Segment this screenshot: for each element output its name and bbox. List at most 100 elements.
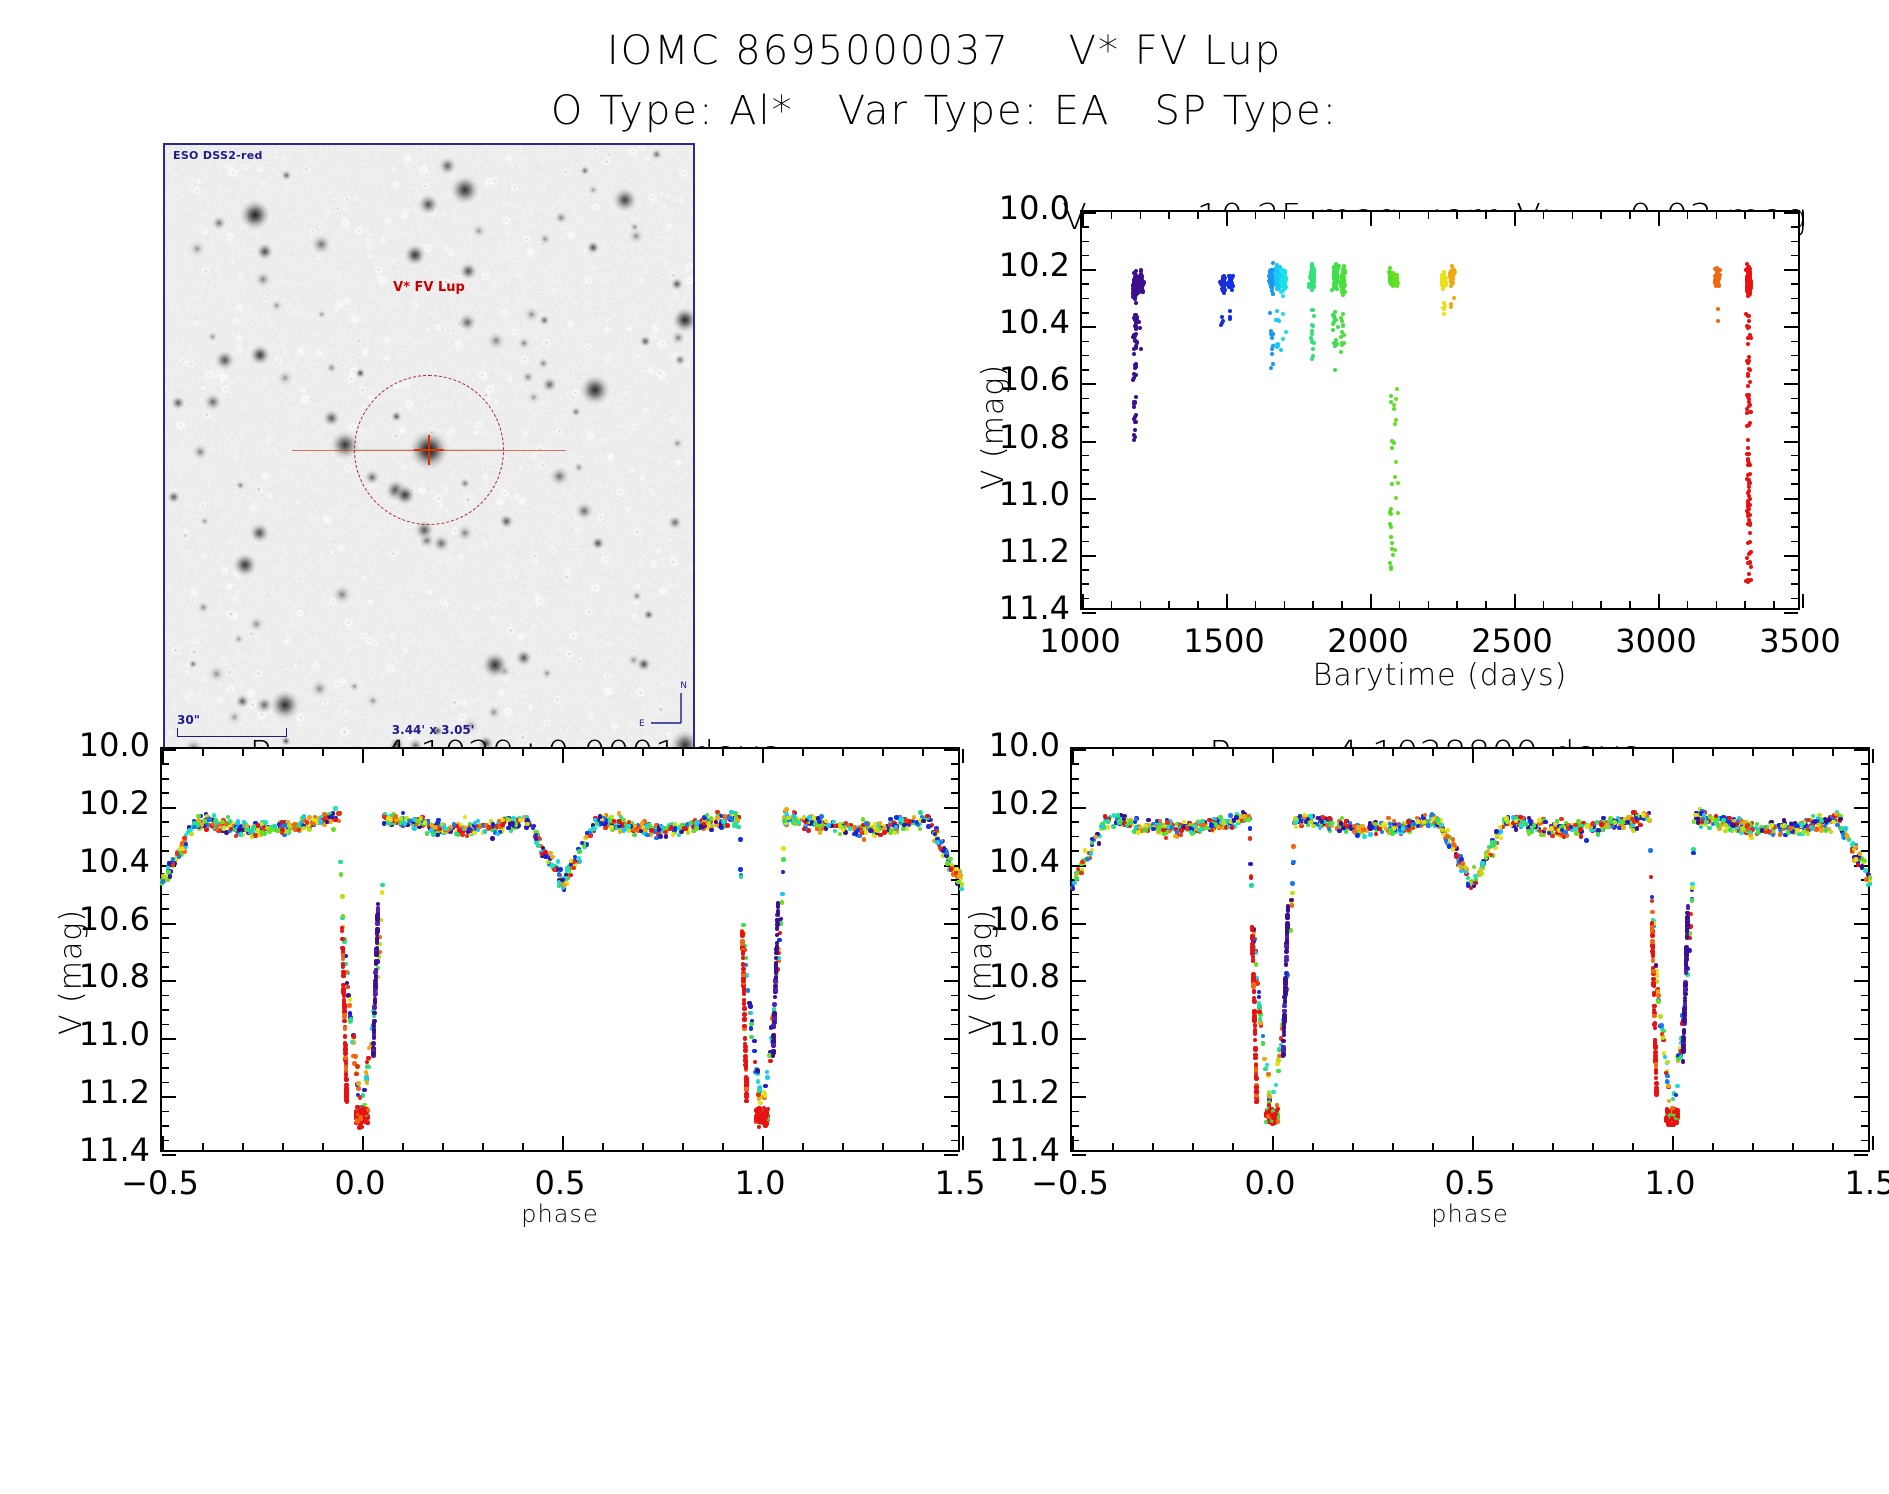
data-point <box>592 826 597 831</box>
data-point <box>373 991 378 997</box>
data-point <box>632 832 637 838</box>
data-point <box>670 832 676 837</box>
data-point <box>1134 292 1139 297</box>
data-point <box>1573 822 1578 828</box>
data-point <box>1270 362 1275 367</box>
data-point <box>1819 828 1824 833</box>
data-point <box>352 1061 357 1066</box>
data-point <box>1131 375 1136 380</box>
data-point <box>1745 281 1750 286</box>
data-point <box>1578 834 1584 839</box>
axis-tick <box>1392 749 1394 756</box>
data-point <box>343 1072 349 1077</box>
data-point <box>752 1038 757 1044</box>
data-point <box>338 859 343 865</box>
axis-tick <box>1072 806 1086 809</box>
data-point <box>1227 308 1232 313</box>
data-point <box>755 1079 761 1084</box>
data-point <box>337 810 342 816</box>
data-point <box>339 928 345 934</box>
data-point <box>1480 861 1485 866</box>
data-point <box>1745 457 1750 462</box>
data-point <box>733 815 739 820</box>
axis-tick <box>1861 1125 1868 1127</box>
axis-tick <box>1072 994 1079 997</box>
y-tick-label: 11.0 <box>998 474 1070 513</box>
data-point <box>1392 273 1397 278</box>
data-point <box>1387 266 1392 271</box>
axis-tick <box>802 1143 804 1150</box>
data-point <box>1334 342 1339 347</box>
data-point <box>1793 823 1799 828</box>
data-point <box>1441 307 1446 312</box>
data-point <box>1664 1079 1670 1084</box>
axis-tick <box>362 1136 364 1150</box>
data-point <box>775 911 781 916</box>
axis-tick <box>202 749 204 756</box>
data-point <box>331 827 336 832</box>
data-point <box>1746 577 1751 582</box>
data-point <box>1333 272 1338 277</box>
axis-tick <box>162 1110 169 1113</box>
data-point <box>1134 316 1139 321</box>
data-point <box>1131 270 1136 275</box>
data-point <box>333 817 338 823</box>
data-point <box>1269 269 1274 274</box>
data-point <box>1746 341 1751 346</box>
data-point <box>932 838 937 844</box>
axis-tick <box>1072 1110 1079 1113</box>
data-point <box>1440 282 1445 287</box>
data-point <box>1748 565 1753 570</box>
data-point <box>1638 822 1643 828</box>
data-point <box>1256 994 1262 999</box>
data-point <box>708 816 714 821</box>
data-point <box>1341 286 1346 291</box>
data-point <box>1673 1092 1679 1098</box>
data-point <box>1656 999 1661 1004</box>
data-point <box>1559 816 1564 822</box>
data-point <box>214 826 220 831</box>
data-point <box>475 818 481 824</box>
data-point <box>1133 373 1138 378</box>
axis-tick <box>1861 1139 1868 1142</box>
data-point <box>1275 273 1280 278</box>
axis-tick <box>922 1143 924 1150</box>
axis-tick <box>1456 212 1458 219</box>
data-point <box>1332 314 1337 319</box>
data-point <box>744 1098 749 1104</box>
data-point <box>1133 420 1138 425</box>
axis-tick <box>1791 454 1798 457</box>
data-point <box>407 818 412 824</box>
data-point <box>1341 281 1346 286</box>
data-point <box>1411 821 1416 827</box>
data-point <box>1746 313 1751 318</box>
data-point <box>467 826 472 832</box>
data-point <box>307 815 312 820</box>
data-point <box>781 857 786 862</box>
axis-tick <box>842 749 844 756</box>
data-point <box>1333 261 1338 266</box>
compass-east-label: E <box>639 719 645 729</box>
data-point <box>1745 452 1750 457</box>
data-point <box>1333 338 1338 343</box>
axis-tick <box>162 1139 169 1142</box>
axis-tick <box>1082 383 1096 386</box>
axis-tick <box>162 922 176 925</box>
axis-tick <box>1112 749 1114 756</box>
data-point <box>1460 861 1466 866</box>
data-point <box>342 1034 348 1039</box>
data-point <box>1275 318 1280 323</box>
data-point <box>1745 476 1750 481</box>
data-point <box>1747 489 1752 494</box>
data-point <box>1267 1094 1273 1099</box>
data-point <box>768 1058 773 1064</box>
data-point <box>363 1070 369 1075</box>
data-point <box>1173 833 1178 839</box>
data-point <box>1857 851 1863 856</box>
axis-tick <box>1432 749 1434 756</box>
axis-tick <box>1312 749 1314 756</box>
axis-tick <box>1712 749 1714 756</box>
axis-tick <box>162 1023 169 1026</box>
axis-tick <box>162 1154 176 1156</box>
